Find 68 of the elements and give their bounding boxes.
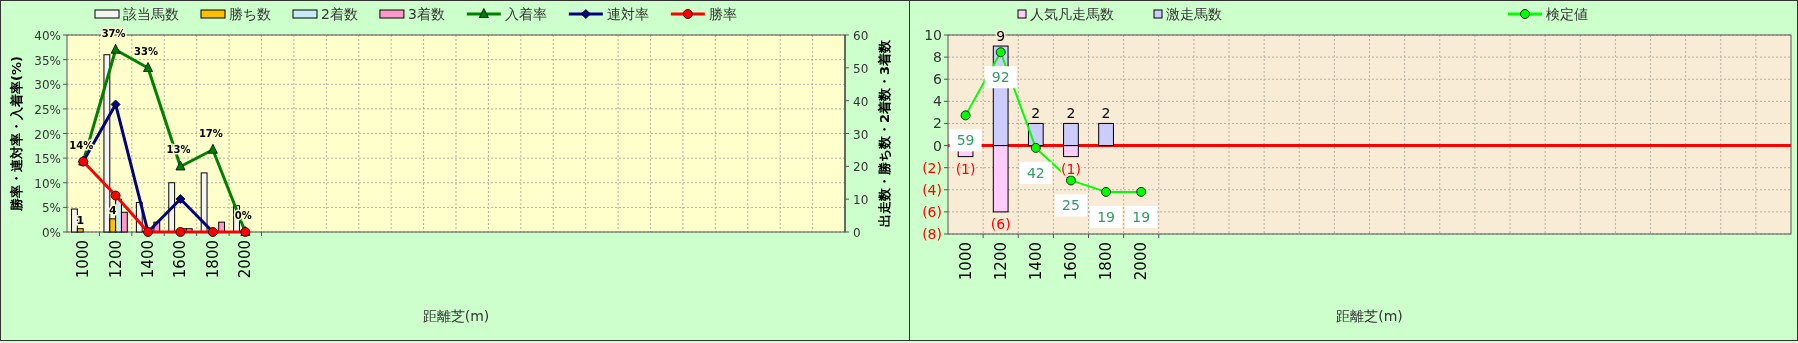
data-label: 92: [991, 69, 1010, 86]
y-tick-label: 20%: [34, 127, 61, 142]
y-tick-label: (2): [922, 159, 942, 176]
y-tick-label: 0%: [41, 226, 61, 240]
data-label: 59: [956, 132, 975, 149]
data-label: 42: [1026, 164, 1045, 181]
data-label: 17%: [198, 127, 223, 139]
data-label: 25: [1062, 197, 1080, 214]
y-tick-label: (8): [922, 226, 942, 242]
legend-label: 検定値: [1546, 6, 1588, 22]
x-tick-label: 2000: [236, 240, 255, 279]
legend-label: 連対率: [606, 6, 649, 22]
x-axis-title: 距離芝(m): [422, 308, 490, 324]
x-tick-label: 1600: [171, 240, 190, 279]
legend-label: 3着数: [407, 6, 445, 22]
y-tick-label: 40%: [34, 29, 61, 43]
y-tick-label: 25%: [34, 102, 61, 117]
y-tick-label: 35%: [34, 53, 61, 68]
x-tick-label: 2000: [1132, 242, 1151, 281]
data-label: (1): [955, 160, 976, 177]
legend-label: 2着数: [321, 6, 358, 22]
data-label: 19: [1132, 208, 1151, 225]
y2-tick-label: 60: [853, 29, 869, 43]
x-tick-label: 1800: [203, 240, 222, 279]
x-tick-label: 1200: [106, 240, 125, 279]
data-label: 9: [996, 28, 1006, 45]
data-label: 2: [1031, 105, 1041, 122]
legend-label: 入着率: [504, 6, 547, 22]
y-tick-label: 10: [924, 27, 942, 43]
x-tick-label: 1200: [991, 242, 1010, 281]
x-tick-label: 1800: [1097, 242, 1116, 281]
y-axis-title: 勝率・連対率・入着率(%): [9, 56, 24, 212]
data-label: 33%: [134, 46, 159, 57]
x-tick-label: 1000: [956, 242, 975, 281]
y2-axis-title: 出走数・勝ち数・2着数・3着数: [877, 38, 892, 228]
y-tick-label: 10%: [34, 176, 61, 191]
data-label: 2: [1066, 105, 1076, 122]
legend-label: 勝ち数: [229, 6, 271, 22]
y2-tick-label: 50: [853, 61, 869, 76]
y-tick-label: 0: [933, 137, 942, 154]
x-tick-label: 1400: [1026, 242, 1045, 281]
x-tick-label: 1000: [74, 240, 93, 279]
y-tick-label: (4): [922, 181, 942, 198]
y2-tick-label: 10: [853, 193, 869, 208]
y2-tick-label: 0: [853, 226, 861, 240]
y-tick-label: (6): [922, 203, 942, 220]
y-tick-label: 6: [933, 71, 943, 88]
x-axis-title: 距離芝(m): [1336, 308, 1403, 324]
y-tick-label: 30%: [34, 78, 61, 93]
y2-tick-label: 30: [853, 127, 869, 142]
data-label: 37%: [101, 27, 126, 39]
data-label: 2: [1101, 105, 1111, 122]
y2-tick-label: 40: [853, 94, 869, 109]
x-tick-label: 1600: [1061, 242, 1080, 281]
y-tick-label: 5%: [41, 201, 61, 216]
legend-label: 勝率: [708, 6, 737, 22]
y-tick-label: 15%: [34, 152, 61, 167]
y2-tick-label: 20: [853, 160, 869, 175]
legend-label: 激走馬数: [1166, 6, 1222, 22]
data-label: (6): [990, 215, 1011, 232]
y-tick-label: 8: [933, 49, 942, 66]
y-tick-label: 2: [933, 115, 942, 132]
x-tick-label: 1400: [139, 240, 158, 279]
data-label: 19: [1097, 208, 1115, 225]
y-tick-label: 4: [933, 93, 943, 110]
legend-label: 該当馬数: [123, 6, 179, 22]
legend-label: 人気凡走馬数: [1030, 6, 1114, 22]
data-label: (1): [1061, 160, 1081, 177]
